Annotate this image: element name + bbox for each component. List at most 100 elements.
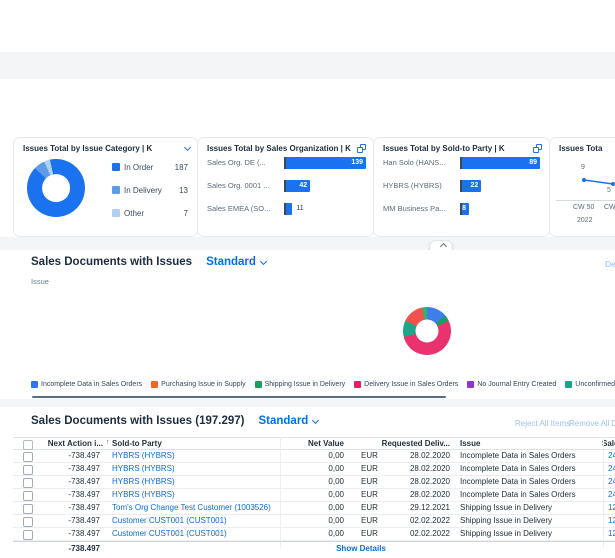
remove-all-button[interactable]: Remove All De (569, 419, 615, 428)
footer-total: -738.497 (68, 544, 100, 553)
cell-issue: Incomplete Data in Sales Orders (460, 451, 576, 460)
chart-variant-selector[interactable]: Standard (206, 256, 267, 268)
table-row[interactable]: -738.497 HYBRS (HYBRS) 0,00 EUR 28.02.2020 In… (13, 476, 615, 489)
bar-value: 22 (470, 182, 479, 189)
row-checkbox[interactable] (23, 491, 33, 501)
card-sold-to-party[interactable]: Issues Total by Sold-to Party | K Han So… (373, 137, 550, 237)
open-popover-icon[interactable] (357, 144, 366, 153)
sold-to-party-link[interactable]: HYBRS (HYBRS) (112, 451, 175, 460)
cell-issue: Shipping Issue in Delivery (460, 516, 553, 525)
x-tick-label: CW (604, 204, 615, 211)
legend-item: In Delivery 13 (112, 185, 188, 195)
open-popover-icon[interactable] (533, 144, 542, 153)
table-row[interactable]: -738.497 Tom's Org Change Test Customer (… (13, 502, 615, 515)
cell-next-action: -738.497 (68, 529, 100, 538)
sold-to-party-link[interactable]: HYBRS (HYBRS) (112, 477, 175, 486)
legend-scrollbar[interactable] (32, 396, 446, 398)
bar-category-label: Sales EMEA (SO... (207, 204, 271, 213)
year-label: 2022 (577, 217, 593, 224)
bar-row: Sales Org. 0001 ... 42 (207, 180, 369, 192)
table-row[interactable]: -738.497 Customer CUST001 (CUST001) 0,00 EU… (13, 528, 615, 541)
bar[interactable] (286, 203, 293, 215)
card-title: Issues Tota (559, 144, 603, 153)
row-checkbox[interactable] (23, 517, 33, 527)
sold-to-party-link[interactable]: Tom's Org Change Test Customer (1003526) (112, 503, 271, 512)
sales-document-link[interactable]: 240 (608, 451, 615, 460)
chart-variant-label: Standard (206, 256, 256, 268)
row-checkbox[interactable] (23, 504, 33, 514)
legend-label: Unconfirmed Quantities in Sales Orders (575, 381, 615, 388)
sales-document-link[interactable]: 240 (608, 490, 615, 499)
chevron-down-icon[interactable] (183, 143, 192, 152)
table-row[interactable]: -738.497 HYBRS (HYBRS) 0,00 EUR 28.02.2020 In… (13, 489, 615, 502)
card-sales-organization[interactable]: Issues Total by Sales Organization | K S… (197, 137, 374, 237)
sales-document-link[interactable]: 126 (608, 516, 615, 525)
chevron-up-icon (439, 242, 447, 251)
point-value-label: 9 (581, 164, 585, 171)
legend-item: Other 7 (112, 208, 188, 218)
cell-net-value: 0,00 (328, 503, 344, 512)
sold-to-party-link[interactable]: HYBRS (HYBRS) (112, 490, 175, 499)
table-row[interactable]: -738.497 Customer CUST001 (CUST001) 0,00 EU… (13, 515, 615, 528)
legend-swatch (31, 381, 38, 388)
shell-header: ‹ SAP Sales Order Fulfillment Issues All (0, 79, 615, 181)
column-header-issue[interactable]: Issue (460, 439, 481, 448)
bar-category-label: HYBRS (HYBRS) (383, 181, 442, 190)
card-issue-category[interactable]: Issues Total by Issue Category | K In Or… (13, 137, 198, 237)
bar[interactable]: 42 (286, 180, 311, 192)
x-tick-label: CW 50 (573, 204, 595, 211)
column-header-net-value[interactable]: Net Value (307, 439, 344, 448)
row-checkbox[interactable] (23, 452, 33, 462)
table-row[interactable]: -738.497 HYBRS (HYBRS) 0,00 EUR 28.02.2020 In… (13, 463, 615, 476)
bar-row: Sales EMEA (SO... 11 (207, 203, 369, 215)
cell-next-action: -738.497 (68, 464, 100, 473)
legend-label: Other (124, 208, 145, 218)
issues-chart-panel: Sales Documents with Issues Standard Det… (13, 250, 615, 400)
panel-title: Sales Documents with Issues (31, 256, 193, 268)
x-axis-line (556, 200, 615, 201)
column-header-next-action[interactable]: Next Action i... (47, 439, 103, 448)
legend-value: 7 (183, 208, 188, 218)
chart-legend: Incomplete Data in Sales Orders Purchasin… (31, 381, 615, 388)
bar[interactable]: 8 (462, 203, 469, 215)
bar-value: 139 (351, 159, 363, 166)
reject-all-button[interactable]: Reject All Items (515, 419, 571, 428)
cell-net-value: 0,00 (328, 490, 344, 499)
details-link[interactable]: Details (605, 259, 615, 269)
show-details-link[interactable]: Show Details (336, 544, 386, 553)
cell-next-action: -738.497 (68, 451, 100, 460)
cell-requested-delivery: 02.02.2022 (409, 516, 450, 525)
sales-document-link[interactable]: 240 (608, 464, 615, 473)
bar-row: MM Business Pa... 8 (383, 203, 545, 215)
sold-to-party-link[interactable]: Customer CUST001 (CUST001) (112, 529, 227, 538)
bar[interactable]: 139 (286, 157, 366, 169)
table-row[interactable]: -738.497 HYBRS (HYBRS) 0,00 EUR 28.02.2020 In… (13, 450, 615, 463)
column-header-sold-to[interactable]: Sold-to Party (112, 439, 162, 448)
select-all-icon[interactable] (23, 440, 33, 450)
row-checkbox[interactable] (23, 478, 33, 488)
top-strip (0, 52, 615, 127)
legend-swatch (565, 381, 573, 388)
cell-currency: EUR (361, 529, 378, 538)
bar-value: 42 (299, 182, 308, 189)
legend-label: Delivery Issue in Sales Orders (364, 381, 459, 388)
cell-net-value: 0,00 (328, 464, 344, 473)
bar-value: 8 (462, 205, 466, 212)
sold-to-party-link[interactable]: Customer CUST001 (CUST001) (112, 516, 227, 525)
row-checkbox[interactable] (23, 530, 33, 540)
bar[interactable]: 22 (462, 180, 482, 192)
bar[interactable]: 89 (462, 157, 540, 169)
cell-next-action: -738.497 (68, 516, 100, 525)
row-checkbox[interactable] (23, 465, 33, 475)
table-variant-selector[interactable]: Standard (258, 415, 320, 427)
card-issues-trend[interactable]: Issues Tota 9 5 CW 50 CW 2022 (549, 137, 615, 237)
sales-document-link[interactable]: 126 (608, 529, 615, 538)
legend-value: 13 (179, 185, 188, 195)
column-header-requested-delivery[interactable]: Requested Deliv... (381, 439, 450, 448)
sales-document-link[interactable]: 127 (608, 503, 615, 512)
column-header-sales[interactable]: Sale (602, 439, 615, 448)
cell-issue: Shipping Issue in Delivery (460, 503, 553, 512)
point-value-label: 5 (607, 187, 611, 194)
sold-to-party-link[interactable]: HYBRS (HYBRS) (112, 464, 175, 473)
sales-document-link[interactable]: 240 (608, 477, 615, 486)
